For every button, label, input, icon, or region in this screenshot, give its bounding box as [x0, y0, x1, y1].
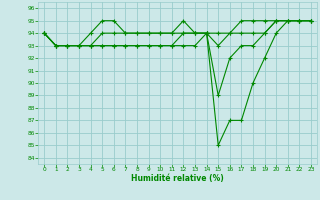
X-axis label: Humidité relative (%): Humidité relative (%): [131, 174, 224, 183]
